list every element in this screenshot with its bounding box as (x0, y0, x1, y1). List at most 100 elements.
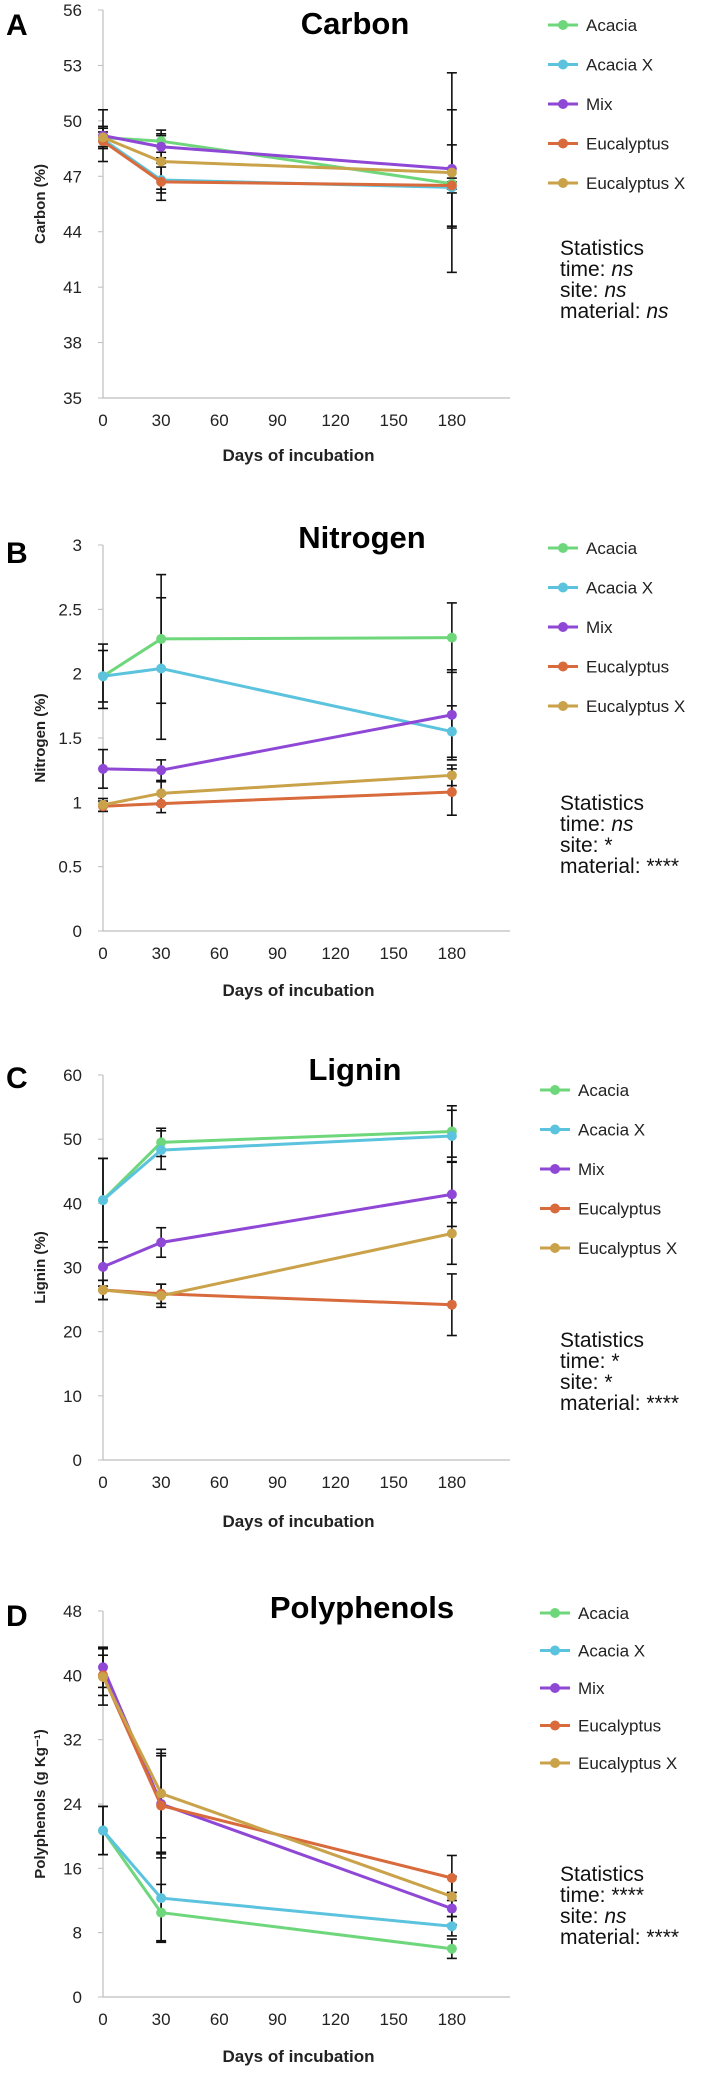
statistics-value: * (604, 834, 612, 857)
data-point (446, 1903, 457, 1914)
statistics-line: time: **** (560, 1884, 644, 1907)
x-tick-label: 120 (321, 411, 349, 430)
x-tick-label: 30 (152, 411, 171, 430)
legend-label: Eucalyptus X (586, 697, 685, 716)
x-tick-label: 180 (438, 1473, 466, 1492)
data-point (98, 1825, 108, 1836)
series-line-mix (102, 713, 453, 772)
y-tick-label: 2 (73, 665, 82, 684)
data-point (156, 141, 167, 152)
x-tick-label: 180 (438, 944, 466, 963)
x-tick-label: 30 (152, 2010, 171, 2029)
x-tick-label: 60 (210, 944, 229, 963)
data-point (446, 1299, 457, 1310)
y-tick-label: 32 (63, 1731, 82, 1750)
legend-swatch-marker (550, 1085, 560, 1095)
panel-letter: B (6, 537, 28, 570)
data-point (156, 1237, 167, 1248)
statistics-label: time: (560, 258, 611, 281)
data-point (446, 770, 457, 781)
y-tick-label: 30 (63, 1259, 82, 1278)
statistics-label: site: (560, 834, 604, 857)
chart-panel-a: A Carbon 35 38 41 44 47 50 53 56 0 30 60 90 120 150 180 D… (6, 1, 685, 465)
data-point (446, 1872, 457, 1883)
statistics-line: time: ns (560, 813, 634, 836)
data-point (156, 1893, 167, 1904)
series-line-eucalyptus (102, 1288, 452, 1307)
legend-swatch-marker (550, 1608, 560, 1618)
x-tick-label: 150 (380, 944, 408, 963)
data-point (446, 1130, 457, 1141)
data-point (156, 788, 167, 799)
statistics-value: ns (646, 300, 669, 323)
legend-swatch-marker (550, 1758, 560, 1768)
x-tick-label: 180 (438, 2010, 466, 2029)
y-tick-label: 0 (73, 922, 82, 941)
panel-letter: C (6, 1062, 28, 1095)
data-point (446, 726, 457, 737)
x-tick-label: 90 (268, 2010, 287, 2029)
statistics-value: * (611, 1350, 619, 1373)
x-tick-label: 60 (210, 2010, 229, 2029)
data-point (446, 167, 457, 178)
y-axis-label: Nitrogen (%) (32, 693, 49, 782)
data-point (98, 132, 108, 143)
chart-title: Polyphenols (270, 1590, 454, 1625)
data-point (98, 799, 108, 810)
legend-label: Eucalyptus X (586, 174, 685, 193)
data-point (446, 1943, 457, 1954)
y-tick-label: 41 (63, 278, 82, 297)
data-point (156, 1907, 167, 1918)
legend-swatch-marker (558, 20, 568, 30)
x-tick-label: 0 (98, 944, 107, 963)
legend-label: Eucalyptus X (578, 1754, 677, 1773)
legend-swatch-marker (558, 138, 568, 149)
legend-swatch-marker (550, 1203, 560, 1214)
x-tick-label: 90 (268, 411, 287, 430)
series-line-eucalyptus-x (102, 1232, 453, 1298)
statistics-label: material: (560, 1926, 646, 1949)
x-tick-label: 120 (321, 944, 349, 963)
chart-title: Lignin (309, 1052, 402, 1087)
x-tick-label: 60 (210, 411, 229, 430)
statistics-value: **** (646, 1926, 679, 1949)
series-line-acacia-x (102, 666, 453, 734)
series-line-eucalyptus (102, 139, 452, 188)
chart-title: Nitrogen (298, 520, 425, 555)
statistics-value: **** (646, 855, 679, 878)
legend-label: Mix (578, 1679, 605, 1698)
data-point (156, 798, 167, 809)
x-tick-label: 180 (438, 411, 466, 430)
legend-label: Acacia (578, 1081, 630, 1100)
statistics-line: material: **** (560, 1392, 679, 1415)
x-tick-label: 150 (380, 2010, 408, 2029)
x-axis-label: Days of incubation (222, 2047, 374, 2066)
legend-label: Acacia (578, 1604, 630, 1623)
legend-swatch-marker (558, 661, 568, 672)
statistics-label: time: (560, 813, 611, 836)
y-tick-label: 53 (63, 56, 82, 75)
legend-swatch-marker (558, 543, 568, 553)
data-point (156, 176, 167, 187)
data-point (98, 1284, 108, 1295)
legend-swatch-marker (558, 59, 568, 70)
chart-panel-d: D Polyphenols 0 8 16 24 32 40 48 0 30 60 90 120 150 180… (6, 1590, 679, 2066)
data-point (446, 1189, 457, 1200)
data-point (446, 1228, 457, 1239)
data-point (98, 763, 108, 774)
series-line-mix (101, 1666, 453, 1910)
x-tick-label: 120 (321, 2010, 349, 2029)
legend-swatch-marker (550, 1164, 560, 1174)
y-tick-label: 44 (63, 223, 82, 242)
data-point (98, 671, 108, 682)
y-tick-label: 3 (73, 536, 82, 555)
series-line-acacia-x (102, 1134, 452, 1202)
data-point (156, 1800, 167, 1811)
legend-label: Acacia X (578, 1642, 645, 1661)
x-tick-label: 30 (152, 1473, 171, 1492)
x-tick-label: 120 (321, 1473, 349, 1492)
statistics-heading: Statistics (560, 1329, 644, 1352)
legend-swatch-marker (550, 1243, 560, 1253)
legend-label: Acacia (586, 539, 638, 558)
series-line-mix (102, 1192, 453, 1269)
